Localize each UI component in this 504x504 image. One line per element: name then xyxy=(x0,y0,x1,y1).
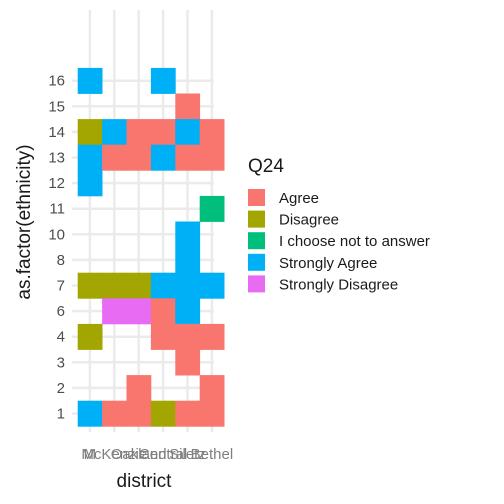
legend-swatch xyxy=(248,275,265,293)
heatmap-cell xyxy=(77,400,103,427)
heatmap-cell xyxy=(102,400,127,427)
y-tick-label: 15 xyxy=(48,98,65,115)
heatmap-cell xyxy=(199,144,225,171)
heatmap-cell xyxy=(175,144,201,171)
y-tick-label: 6 xyxy=(57,303,65,320)
heatmap-cell xyxy=(77,272,103,299)
heatmap-cell xyxy=(199,272,225,299)
y-tick-label: 11 xyxy=(49,201,65,218)
heatmap-cell xyxy=(175,272,201,299)
heatmap-cell xyxy=(175,119,201,146)
y-tick-label: 7 xyxy=(57,278,65,295)
heatmap-cell xyxy=(175,349,201,376)
heatmap-cell xyxy=(175,298,201,325)
y-tick-label: 1 xyxy=(57,406,65,423)
heatmap-cell xyxy=(77,144,103,171)
legend-swatch xyxy=(248,189,265,206)
legend-swatch xyxy=(248,210,265,228)
legend-label: I choose not to answer xyxy=(279,233,430,250)
x-axis-title: district xyxy=(117,471,173,492)
heatmap-cell xyxy=(102,119,127,146)
heatmap-cell xyxy=(102,144,127,171)
x-tick-label: M xyxy=(84,446,97,463)
heatmap-cell xyxy=(150,323,176,350)
legend-label: Strongly Disagree xyxy=(279,276,398,293)
y-axis-title: as.factor(ethnicity) xyxy=(14,144,35,299)
legend-swatch xyxy=(248,253,265,271)
heatmap-cells xyxy=(77,67,225,427)
heatmap-cell xyxy=(175,400,201,427)
x-tick-label: McKenzie xyxy=(81,446,147,463)
legend: Q24 Agree Disagree I choose not to answer S… xyxy=(248,156,430,293)
heatmap-cell xyxy=(77,67,103,94)
legend-label: Disagree xyxy=(279,212,339,229)
heatmap-cell xyxy=(150,400,176,427)
heatmap-cell xyxy=(126,375,152,402)
heatmap-cell xyxy=(175,323,201,350)
heatmap-cell xyxy=(175,221,201,248)
heatmap-cell xyxy=(126,272,152,299)
y-tick-label: 14 xyxy=(48,124,65,141)
heatmap-cell xyxy=(126,119,152,146)
legend-label: Agree xyxy=(279,190,319,207)
heatmap-cell xyxy=(175,247,201,274)
legend-swatch xyxy=(248,232,265,250)
y-tick-label: 10 xyxy=(48,226,65,243)
y-tick-label: 3 xyxy=(57,354,65,371)
y-tick-label: 16 xyxy=(48,73,65,90)
y-tick-label: 4 xyxy=(57,329,65,346)
heatmap-cell xyxy=(199,375,225,402)
heatmap-cell xyxy=(150,272,176,299)
heatmap-cell xyxy=(199,323,225,350)
y-tick-label: 13 xyxy=(48,150,65,167)
heatmap-cell xyxy=(150,298,176,325)
heatmap-cell xyxy=(126,298,152,325)
heatmap-cell xyxy=(199,400,225,427)
heatmap-cell xyxy=(150,119,176,146)
heatmap-cell xyxy=(102,272,127,299)
heatmap-cell xyxy=(77,323,103,350)
x-tick-label: Oakland xyxy=(111,446,167,463)
heatmap-cell xyxy=(199,195,225,222)
heatmap-cell xyxy=(77,170,103,197)
x-tick-label: Siletz xyxy=(169,446,206,463)
y-tick-label: 2 xyxy=(57,380,65,397)
heatmap-cell xyxy=(126,144,152,171)
y-tick-label: 8 xyxy=(57,252,65,269)
x-tick-label: Central xyxy=(139,446,187,463)
heatmap-cell xyxy=(175,93,201,120)
x-tick-label: Bethel xyxy=(191,446,234,463)
heatmap-cell xyxy=(102,298,127,325)
legend-title: Q24 xyxy=(248,156,284,177)
y-tick-label: 12 xyxy=(48,175,65,192)
heatmap-cell xyxy=(199,119,225,146)
legend-entries: Agree Disagree I choose not to answer Stron… xyxy=(248,189,430,293)
legend-label: Strongly Agree xyxy=(279,255,377,272)
heatmap-cell xyxy=(150,144,176,171)
heatmap-cell xyxy=(77,119,103,146)
heatmap-cell xyxy=(126,400,152,427)
heatmap-cell xyxy=(150,67,176,94)
